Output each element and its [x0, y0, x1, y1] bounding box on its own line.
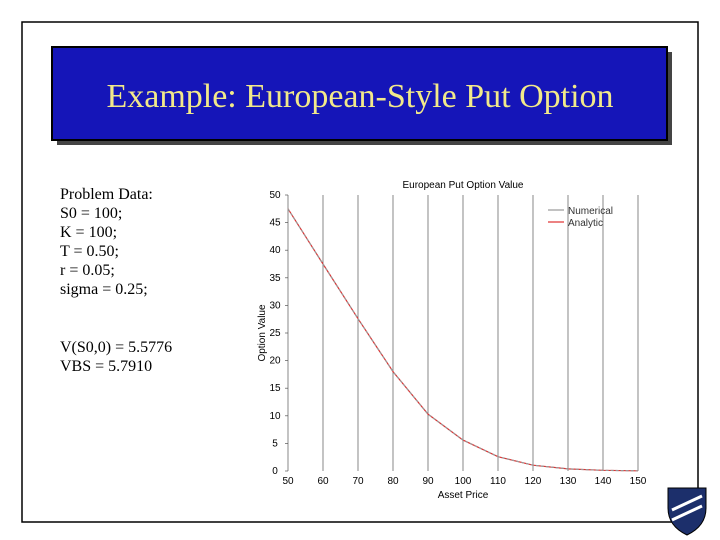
- x-tick-label: 90: [422, 476, 434, 487]
- legend-label: Analytic: [568, 218, 603, 229]
- result-line: V(S0,0) = 5.5776: [60, 339, 172, 356]
- y-tick-label: 10: [269, 411, 281, 422]
- y-tick-label: 20: [269, 356, 281, 367]
- series-line: [287, 208, 639, 472]
- problem-line: r = 0.05;: [60, 262, 115, 279]
- x-tick-label: 100: [455, 476, 472, 487]
- slide-title: Example: European-Style Put Option: [106, 78, 613, 115]
- problem-line: Problem Data:: [60, 186, 153, 203]
- chart-title: European Put Option Value: [402, 180, 523, 191]
- y-tick-label: 5: [272, 438, 278, 449]
- y-tick-label: 40: [269, 245, 281, 256]
- y-tick-label: 45: [269, 218, 281, 229]
- problem-line: T = 0.50;: [60, 243, 119, 260]
- x-axis-label: Asset Price: [438, 490, 489, 501]
- x-tick-label: 130: [560, 476, 577, 487]
- y-tick-label: 0: [272, 466, 278, 477]
- y-tick-label: 50: [269, 190, 281, 201]
- legend-label: Numerical: [568, 206, 613, 217]
- crest: [667, 487, 707, 536]
- problem-line: sigma = 0.25;: [60, 281, 148, 298]
- x-tick-label: 80: [387, 476, 399, 487]
- problem-line: S0 = 100;: [60, 205, 122, 222]
- x-tick-label: 110: [490, 476, 506, 487]
- y-tick-label: 15: [269, 383, 281, 394]
- title-box: [51, 46, 668, 141]
- y-tick-label: 35: [269, 273, 281, 284]
- problem-text: Problem Data: S0 = 100; K = 100; T = 0.50; r…: [60, 186, 172, 375]
- y-tick-label: 25: [269, 328, 281, 339]
- x-tick-label: 50: [282, 476, 294, 487]
- x-tick-label: 60: [317, 476, 329, 487]
- x-tick-label: 70: [352, 476, 364, 487]
- problem-line: K = 100;: [60, 224, 117, 241]
- y-tick-label: 30: [269, 300, 281, 311]
- x-tick-label: 140: [595, 476, 612, 487]
- x-tick-label: 150: [630, 476, 647, 487]
- result-line: VBS = 5.7910: [60, 358, 152, 375]
- y-axis-label: Option Value: [257, 304, 268, 362]
- chart: European Put Option Value Asset Price Opti…: [257, 180, 647, 501]
- x-tick-label: 120: [525, 476, 542, 487]
